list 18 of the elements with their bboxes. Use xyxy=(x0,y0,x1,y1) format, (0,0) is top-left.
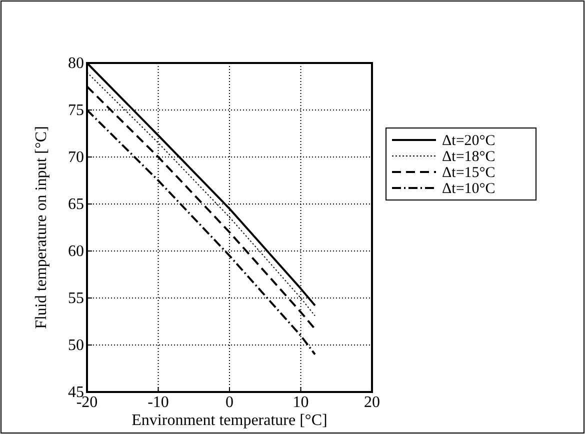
y-tick-label: 60 xyxy=(68,243,84,260)
legend-label: Δt=20°C xyxy=(442,133,496,149)
y-tick-label: 55 xyxy=(68,290,84,307)
y-axis-title: Fluid temperature on input [°C] xyxy=(33,126,50,329)
y-tick-label: 70 xyxy=(68,149,84,166)
legend-label: Δt=15°C xyxy=(442,165,496,181)
x-tick-label: -10 xyxy=(148,394,169,411)
x-tick-label: 0 xyxy=(226,394,234,411)
x-tick-label: 10 xyxy=(292,394,309,411)
y-tick-label: 75 xyxy=(68,102,84,119)
x-axis-title: Environment temperature [°C] xyxy=(132,412,328,429)
legend-label: Δt=10°C xyxy=(442,181,496,197)
y-tick-label: 50 xyxy=(68,337,84,354)
y-tick-label: 65 xyxy=(68,196,84,213)
y-tick-label: 80 xyxy=(68,55,84,72)
y-tick-label: 45 xyxy=(68,384,84,401)
x-tick-label: 20 xyxy=(364,394,380,411)
legend-label: Δt=18°C xyxy=(442,149,496,165)
